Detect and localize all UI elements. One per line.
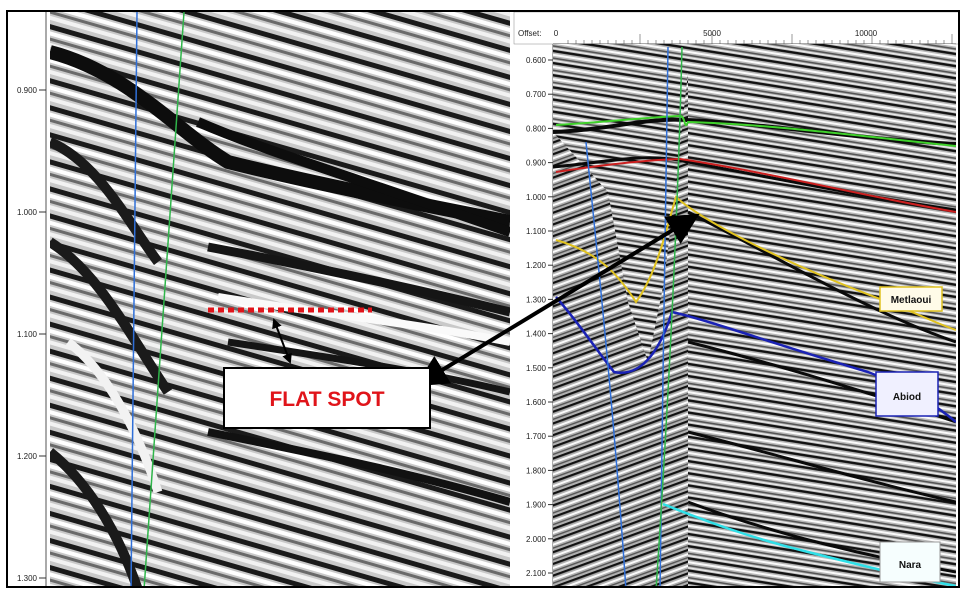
left-time-ticks: 0.900 1.000 1.100 1.200 1.300 — [17, 86, 46, 583]
offset-axis-label: Offset: — [518, 29, 541, 38]
right-time-tick-label: 1.900 — [526, 501, 547, 510]
offset-axis-bar — [513, 12, 958, 45]
right-time-tick-label: 1.000 — [526, 193, 547, 202]
nara-label: Nara — [899, 560, 922, 571]
fault-line-green — [143, 12, 185, 586]
left-time-tick-label: 1.000 — [17, 208, 38, 217]
right-time-tick-label: 0.800 — [526, 124, 547, 133]
right-seismic-panel: Offset: 0 5000 10000 0.600 0.700 0.800 0.900 1… — [513, 12, 958, 586]
flat-spot-box — [223, 367, 431, 429]
nara-label-box: Nara — [879, 541, 941, 583]
abiod-label: Abiod — [893, 392, 921, 403]
left-time-tick-label: 1.100 — [17, 330, 38, 339]
fault-line-blue — [130, 12, 138, 586]
flat-spot-callout: FLAT SPOT — [223, 367, 431, 429]
right-time-tick-label: 0.600 — [526, 56, 547, 65]
left-time-axis-background — [8, 12, 50, 586]
metlaoui-label-box: Metlaoui — [879, 286, 943, 312]
horizon-green — [555, 114, 956, 147]
right-time-tick-label: 1.200 — [526, 261, 547, 270]
offset-tick-label: 5000 — [703, 29, 721, 38]
right-time-tick-label: 0.900 — [526, 159, 547, 168]
right-time-tick-label: 2.000 — [526, 535, 547, 544]
right-seismic-image — [553, 44, 956, 586]
right-time-tick-label: 2.100 — [526, 569, 547, 578]
figure-frame: 0.900 1.000 1.100 1.200 1.300 Offset: 0 5000 1… — [6, 10, 960, 588]
metlaoui-label: Metlaoui — [891, 295, 932, 306]
right-time-tick-label: 1.500 — [526, 364, 547, 373]
left-time-tick-label: 0.900 — [17, 86, 38, 95]
flat-spot-offset-arrow — [272, 318, 292, 364]
right-time-tick-label: 1.400 — [526, 330, 547, 339]
flat-spot-connector-arrow — [415, 213, 700, 387]
horizon-red — [555, 157, 956, 213]
right-time-tick-label: 0.700 — [526, 90, 547, 99]
right-time-tick-label: 1.100 — [526, 227, 547, 236]
right-time-tick-label: 1.300 — [526, 295, 547, 304]
left-seismic-image — [50, 12, 510, 586]
flat-spot-label: FLAT SPOT — [269, 388, 384, 411]
right-time-tick-label: 1.800 — [526, 466, 547, 475]
left-time-tick-label: 1.200 — [17, 452, 38, 461]
left-seismic-panel: 0.900 1.000 1.100 1.200 1.300 — [8, 12, 510, 586]
seismic-comparison-figure: 0.900 1.000 1.100 1.200 1.300 Offset: 0 5000 1… — [8, 12, 958, 586]
offset-ticks: 0 5000 10000 — [554, 29, 953, 44]
left-time-tick-label: 1.300 — [17, 574, 38, 583]
abiod-label-box: Abiod — [875, 371, 939, 417]
offset-tick-label: 0 — [554, 29, 559, 38]
right-time-tick-label: 1.600 — [526, 398, 547, 407]
right-time-tick-label: 1.700 — [526, 432, 547, 441]
offset-tick-label: 10000 — [855, 29, 878, 38]
